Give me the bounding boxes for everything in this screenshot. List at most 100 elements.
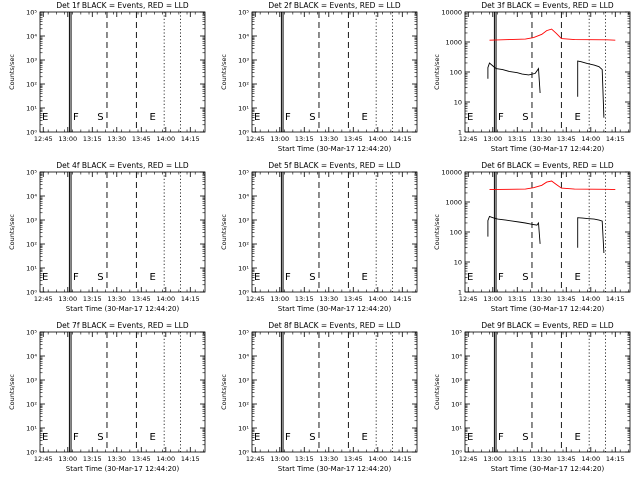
y-tick-label: 10¹ bbox=[238, 265, 249, 273]
x-axis-label: Start Time (30-Mar-17 12:44:20) bbox=[491, 305, 605, 313]
y-tick-label: 10⁰ bbox=[238, 129, 249, 137]
x-tick-label: 13:15 bbox=[295, 295, 314, 303]
plot-frame bbox=[251, 11, 418, 133]
x-tick-label: 12:45 bbox=[246, 135, 265, 143]
x-tick-label: 13:15 bbox=[295, 455, 314, 463]
x-tick-label: 13:30 bbox=[319, 135, 338, 143]
flare-label: F bbox=[73, 432, 79, 443]
x-tick-label: 13:30 bbox=[532, 455, 551, 463]
y-tick-label: 10¹ bbox=[26, 425, 37, 433]
x-tick-label: 12:45 bbox=[246, 455, 265, 463]
y-tick-label: 10³ bbox=[238, 377, 249, 385]
x-tick-label: 14:00 bbox=[368, 455, 387, 463]
y-tick-label: 10² bbox=[451, 401, 462, 409]
x-tick-label: 12:45 bbox=[459, 455, 478, 463]
x-tick-label: 14:00 bbox=[581, 295, 600, 303]
x-tick-label: 12:45 bbox=[34, 455, 53, 463]
detector-panel-6: Det 6f BLACK = Events, RED = LLD Counts/s… bbox=[433, 161, 631, 313]
y-tick-label: 10⁵ bbox=[451, 329, 462, 337]
eclipse-label: E bbox=[575, 432, 581, 443]
y-tick-label: 100 bbox=[450, 229, 462, 237]
eclipse-label: E bbox=[467, 432, 473, 443]
y-tick-label: 10² bbox=[26, 241, 37, 249]
y-tick-label: 10⁴ bbox=[238, 193, 249, 201]
event-rate-line bbox=[487, 215, 541, 244]
x-tick-label: 14:00 bbox=[156, 455, 175, 463]
y-tick-label: 10¹ bbox=[238, 105, 249, 113]
eclipse-label: E bbox=[42, 432, 48, 443]
saa-label: S bbox=[97, 112, 103, 123]
y-tick-label: 10⁵ bbox=[26, 169, 37, 177]
x-tick-label: 13:45 bbox=[132, 135, 151, 143]
eclipse-label: E bbox=[575, 272, 581, 283]
x-tick-label: 13:00 bbox=[270, 135, 289, 143]
eclipse-label: E bbox=[42, 272, 48, 283]
lld-rate-line bbox=[489, 180, 616, 191]
x-tick-label: 13:00 bbox=[270, 295, 289, 303]
y-axis-label: Counts/sec bbox=[220, 374, 228, 410]
saa-label: S bbox=[309, 432, 315, 443]
y-tick-label: 10⁰ bbox=[26, 449, 37, 457]
y-tick-label: 10⁵ bbox=[238, 329, 249, 337]
y-tick-label: 100 bbox=[450, 69, 462, 77]
x-tick-label: 14:15 bbox=[606, 455, 625, 463]
x-tick-label: 13:00 bbox=[483, 295, 502, 303]
y-tick-label: 10⁴ bbox=[26, 193, 37, 201]
y-tick-label: 1000 bbox=[445, 39, 462, 47]
y-axis-label: Counts/sec bbox=[8, 374, 16, 410]
y-axis-label: Counts/sec bbox=[8, 214, 16, 250]
x-axis-label: Start Time (30-Mar-17 12:44:20) bbox=[491, 145, 605, 153]
x-axis-label: Start Time (30-Mar-17 12:44:20) bbox=[66, 305, 180, 313]
y-tick-label: 10¹ bbox=[238, 425, 249, 433]
x-tick-label: 14:15 bbox=[393, 295, 412, 303]
y-tick-label: 1000 bbox=[445, 199, 462, 207]
y-tick-label: 1 bbox=[458, 129, 462, 137]
y-axis-label: Counts/sec bbox=[433, 54, 441, 90]
x-tick-label: 13:45 bbox=[557, 455, 576, 463]
plot-frame bbox=[251, 171, 418, 293]
x-tick-label: 13:15 bbox=[295, 135, 314, 143]
panel-title: Det 7f BLACK = Events, RED = LLD bbox=[56, 321, 189, 330]
y-tick-label: 10⁰ bbox=[238, 449, 249, 457]
saa-label: S bbox=[97, 432, 103, 443]
x-axis-label: Start Time (30-Mar-17 12:44:20) bbox=[66, 465, 180, 473]
y-tick-label: 10¹ bbox=[26, 105, 37, 113]
y-tick-label: 10² bbox=[26, 81, 37, 89]
flare-label: F bbox=[73, 272, 79, 283]
x-tick-label: 14:15 bbox=[393, 455, 412, 463]
saa-label: S bbox=[522, 112, 528, 123]
panel-title: Det 6f BLACK = Events, RED = LLD bbox=[481, 161, 614, 170]
detector-panel-9: Det 9f BLACK = Events, RED = LLD Counts/s… bbox=[433, 321, 631, 473]
y-tick-label: 10³ bbox=[26, 377, 37, 385]
flare-label: F bbox=[285, 432, 291, 443]
x-axis-label: Start Time (30-Mar-17 12:44:20) bbox=[278, 305, 392, 313]
y-tick-label: 10⁵ bbox=[26, 329, 37, 337]
detector-panel-2: Det 2f BLACK = Events, RED = LLD Counts/s… bbox=[220, 1, 418, 153]
plot-frame bbox=[39, 331, 206, 453]
panel-title: Det 9f BLACK = Events, RED = LLD bbox=[481, 321, 614, 330]
saa-label: S bbox=[309, 112, 315, 123]
y-tick-label: 10⁰ bbox=[238, 289, 249, 297]
y-axis-label: Counts/sec bbox=[8, 54, 16, 90]
x-tick-label: 13:15 bbox=[83, 295, 102, 303]
eclipse-label: E bbox=[362, 432, 368, 443]
y-tick-label: 10⁴ bbox=[451, 353, 462, 361]
x-tick-label: 14:15 bbox=[181, 455, 200, 463]
x-tick-label: 12:45 bbox=[246, 295, 265, 303]
y-tick-label: 10⁰ bbox=[26, 129, 37, 137]
x-tick-label: 13:45 bbox=[557, 295, 576, 303]
y-tick-label: 10² bbox=[238, 81, 249, 89]
x-tick-label: 14:15 bbox=[606, 135, 625, 143]
flare-label: F bbox=[498, 432, 504, 443]
x-tick-label: 13:15 bbox=[508, 295, 527, 303]
x-tick-label: 14:00 bbox=[368, 295, 387, 303]
y-tick-label: 10² bbox=[238, 241, 249, 249]
y-tick-label: 10000 bbox=[441, 9, 462, 17]
y-tick-label: 10⁰ bbox=[451, 449, 462, 457]
y-tick-label: 10 bbox=[454, 99, 462, 107]
eclipse-label: E bbox=[575, 112, 581, 123]
x-tick-label: 13:30 bbox=[319, 455, 338, 463]
eclipse-label: E bbox=[467, 112, 473, 123]
x-axis-label: Start Time (30-Mar-17 12:44:20) bbox=[491, 465, 605, 473]
